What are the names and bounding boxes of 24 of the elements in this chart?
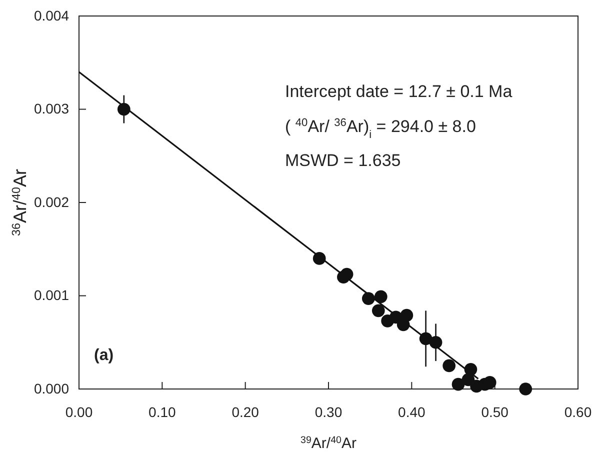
annotation: Intercept date = 12.7 ± 0.1 Ma — [285, 82, 513, 101]
y-tick-label: 0.003 — [34, 100, 70, 117]
point — [442, 359, 456, 372]
y-tick-label: 0.000 — [34, 380, 70, 396]
x-tick-label: 0.00 — [65, 404, 93, 420]
point — [462, 373, 475, 386]
x-axis-title: $^{39}$Ar/$^{40}$Ar — [300, 434, 356, 452]
annotation: ( $^{40}$Ar/ $^{36}$Ar)$_{i}$ = 294.0 ± 8.0 — [285, 117, 476, 141]
point — [372, 304, 385, 318]
y-tick-label: 0.004 — [34, 7, 70, 24]
x-tick-label: 0.10 — [148, 404, 176, 420]
x-tick-label: 0.60 — [564, 404, 592, 420]
point — [519, 382, 532, 396]
point — [374, 290, 388, 304]
point — [452, 378, 465, 391]
annotation: MSWD = 1.635 — [285, 151, 401, 170]
x-tick-label: 0.30 — [314, 404, 342, 420]
x-tick-label: 0.40 — [398, 404, 426, 420]
annotation: (a) — [94, 347, 114, 364]
y-tick-label: 0.002 — [34, 194, 70, 210]
point — [483, 376, 496, 389]
x-tick-label: 0.20 — [232, 404, 260, 420]
y-tick-label: 0.001 — [34, 287, 70, 304]
x-tick-label: 0.50 — [481, 404, 509, 420]
